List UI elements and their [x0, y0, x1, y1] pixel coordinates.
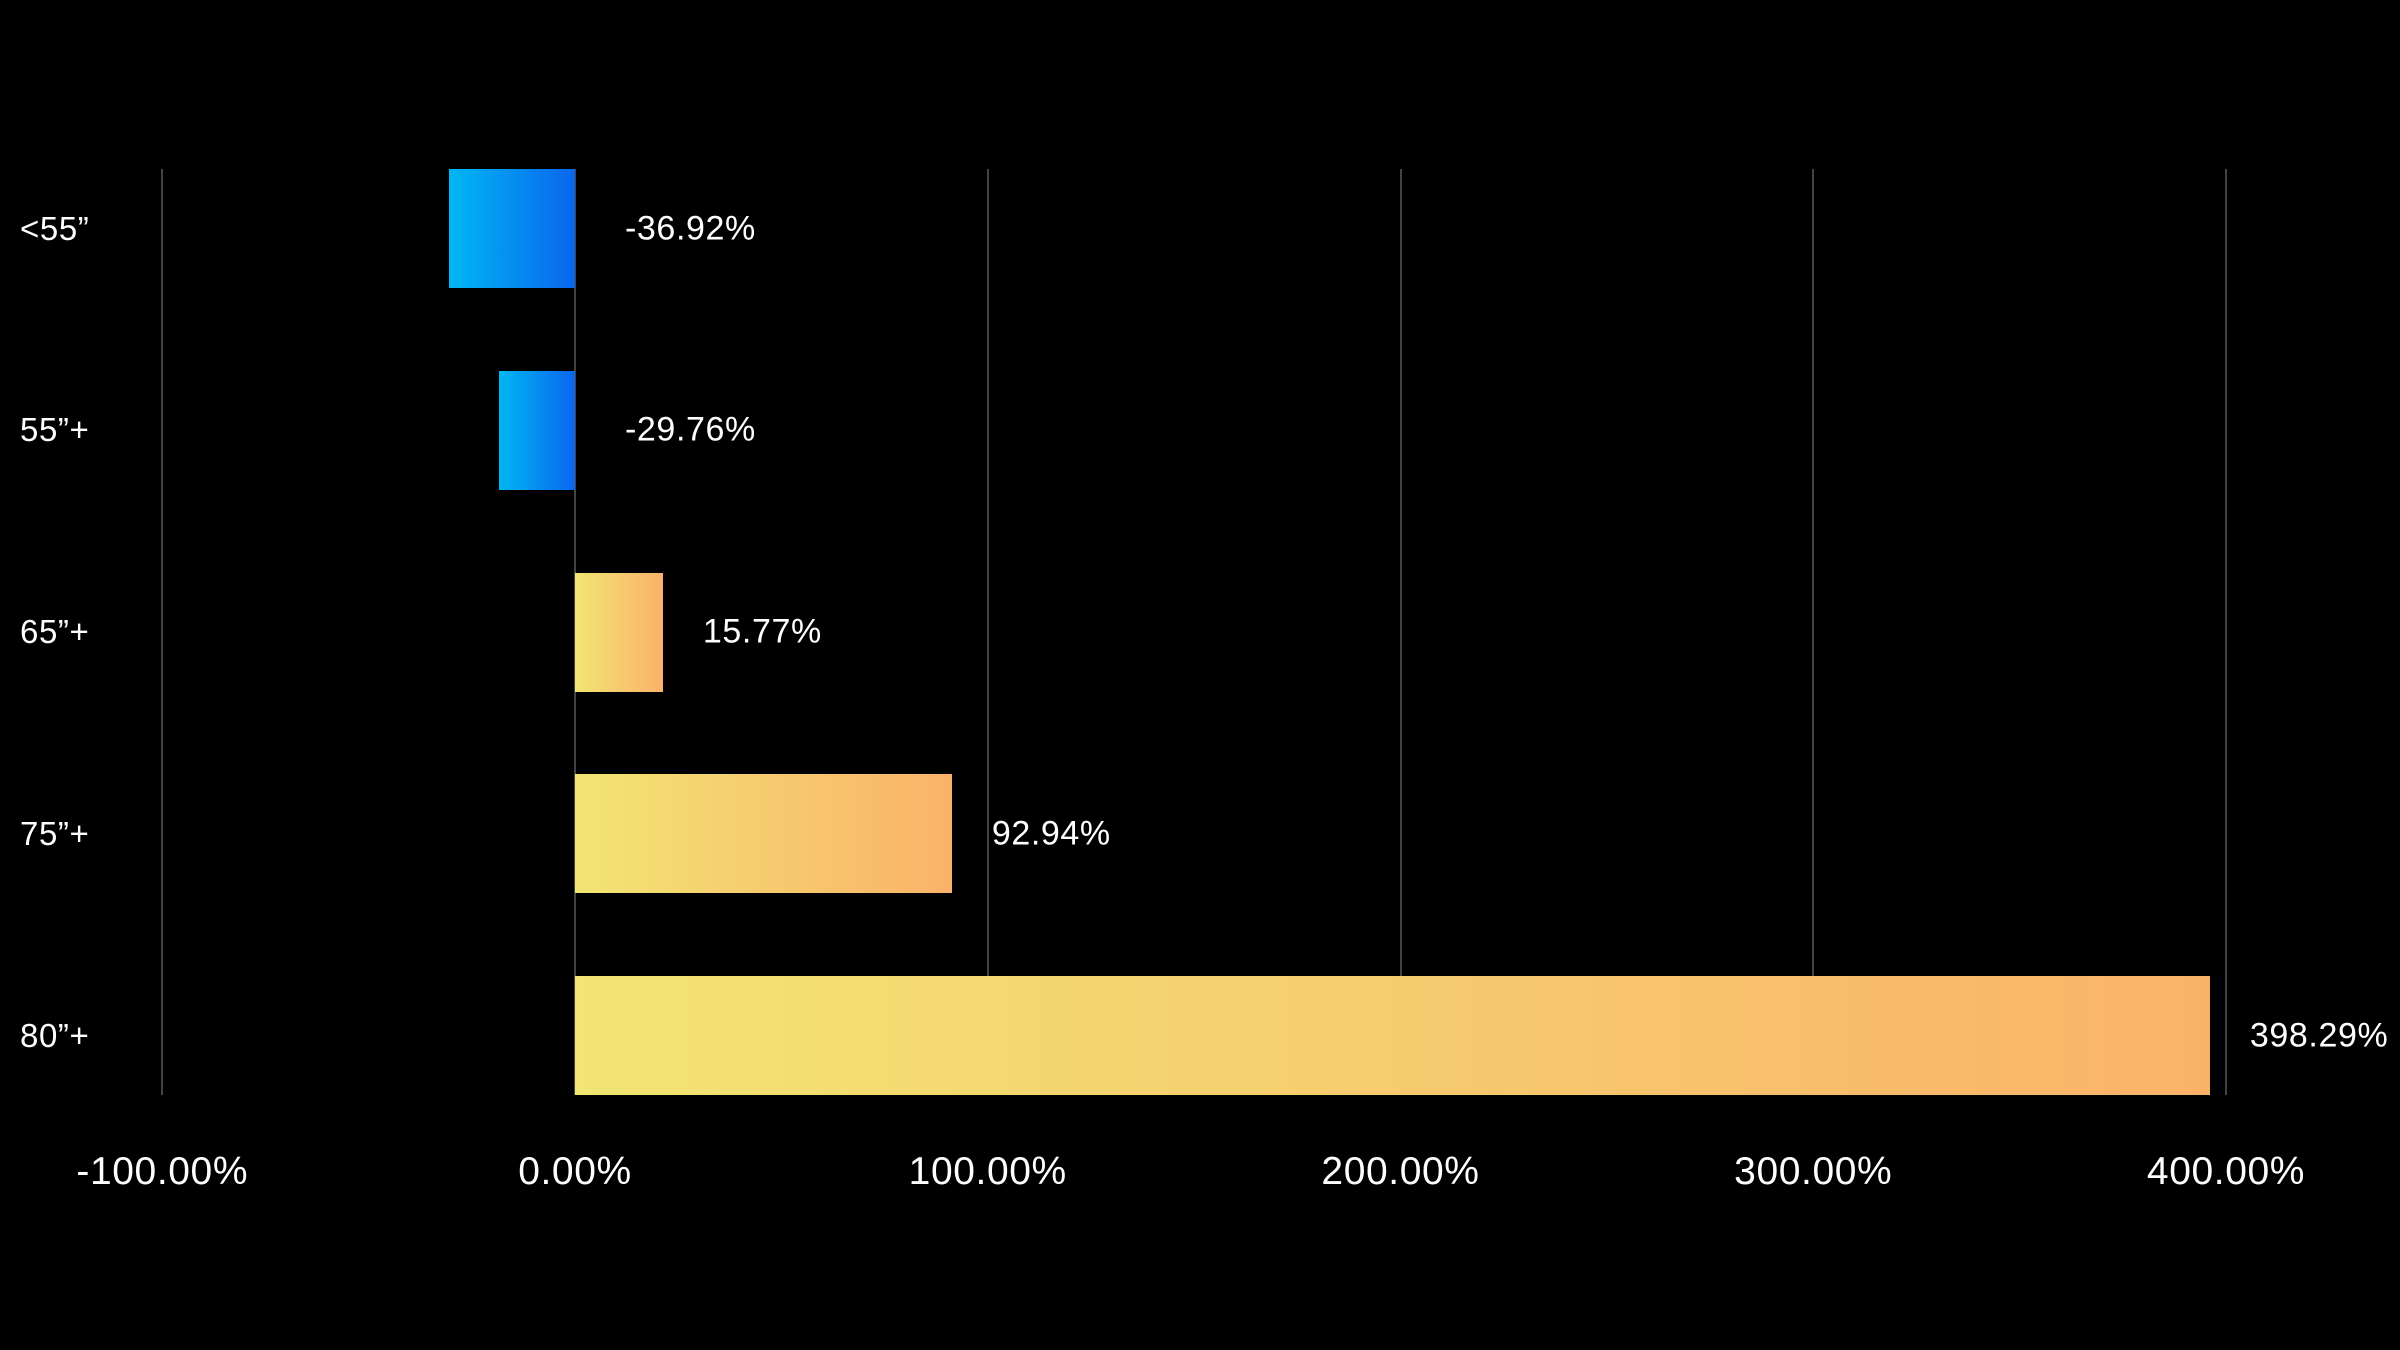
gridline: [2225, 169, 2227, 1095]
bar-1: [449, 169, 575, 288]
gridline: [986, 169, 989, 1095]
bar-3: [575, 572, 663, 692]
x-tick-label: 300.00%: [1734, 1150, 1893, 1193]
x-tick-label: 0.00%: [518, 1150, 632, 1193]
category-label: 80”+: [20, 1016, 90, 1054]
x-tick-label: 200.00%: [1321, 1150, 1480, 1193]
x-tick-label: -100.00%: [76, 1150, 249, 1193]
category-label: <55”: [20, 209, 90, 247]
bar-value-label: -29.76%: [625, 410, 756, 449]
bar-2: [499, 370, 575, 490]
x-tick-label: 400.00%: [2146, 1150, 2306, 1193]
bar-value-label: 398.29%: [2249, 1016, 2389, 1054]
x-tick-label: 100.00%: [908, 1150, 1067, 1193]
bar-value-label: 92.94%: [991, 814, 1111, 853]
bar-value-label: -36.92%: [625, 209, 756, 247]
bar-value-label: 15.77%: [702, 612, 822, 651]
bar-4: [575, 774, 952, 894]
gridline: [1399, 169, 1402, 1095]
category-label: 55”+: [20, 411, 90, 449]
gridline: [1812, 169, 1815, 1095]
bar-5: [575, 976, 2210, 1095]
category-label: 65”+: [20, 613, 90, 650]
category-label: 75”+: [20, 814, 90, 852]
gridline: [161, 169, 164, 1095]
